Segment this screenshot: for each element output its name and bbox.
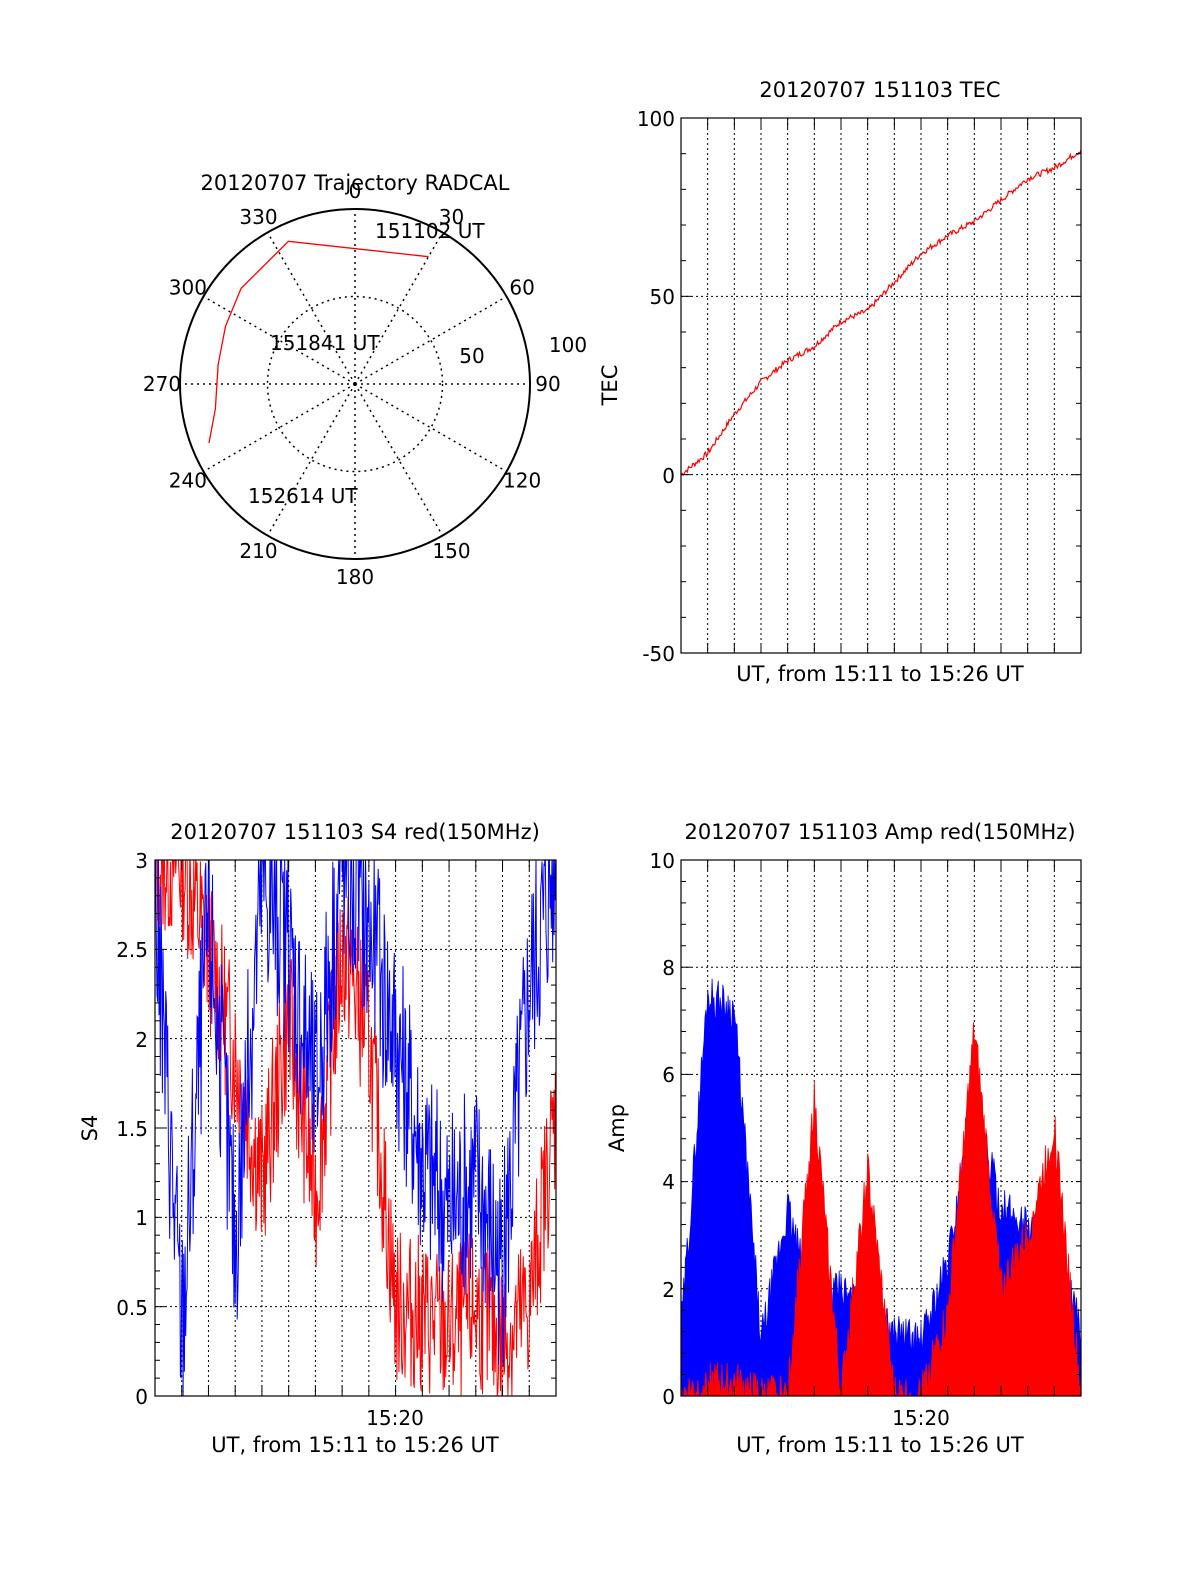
polar-angle-label-30: 30 <box>439 205 464 229</box>
amp-panel: 20120707 151103 Amp red(150MHz) 10 8 6 4… <box>605 820 1082 1457</box>
polar-grid <box>180 209 530 559</box>
polar-trajectory-plot: 20120707 Trajectory RADCAL 0 30 60 90 120 150… <box>143 171 587 589</box>
tec-plot-frame <box>680 117 1082 654</box>
polar-grid-spoke-150 <box>354 383 444 536</box>
tec-ylabel: TEC <box>598 365 622 407</box>
polar-angle-labels: 0 30 60 90 120 150 180 210 240 270 300 330 <box>143 179 561 589</box>
s4-ytick-3: 3 <box>135 849 148 873</box>
s4-line-blue <box>155 860 556 1396</box>
polar-angle-label-180: 180 <box>336 565 374 589</box>
amp-xtick-1520: 15:20 <box>892 1406 950 1430</box>
amp-title: 20120707 151103 Amp red(150MHz) <box>684 820 1075 844</box>
tec-ytick-0: 0 <box>662 464 675 488</box>
amp-ylabel: Amp <box>605 1104 629 1152</box>
amp-ytick-10: 10 <box>650 849 675 873</box>
polar-grid-spoke-30 <box>354 232 444 385</box>
s4-ytick-1-5: 1.5 <box>116 1117 148 1141</box>
polar-outer-ring <box>179 208 531 560</box>
amp-ytick-4: 4 <box>662 1170 675 1194</box>
s4-series <box>155 860 556 1396</box>
polar-trajectory-line <box>208 240 429 444</box>
tec-ytick-minus50: -50 <box>642 642 675 666</box>
polar-angle-label-210: 210 <box>239 539 277 563</box>
s4-title: 20120707 151103 S4 red(150MHz) <box>170 820 540 844</box>
tec-ticks <box>681 117 1081 654</box>
amp-series <box>680 978 1082 1398</box>
amp-ytick-6: 6 <box>662 1063 675 1087</box>
amp-plot-frame <box>680 859 1082 1397</box>
s4-xtick-1520: 15:20 <box>366 1406 424 1430</box>
amp-ytick-2: 2 <box>662 1278 675 1302</box>
polar-angle-label-120: 120 <box>503 469 541 493</box>
tec-title: 20120707 151103 TEC <box>759 78 1000 102</box>
polar-annotation-mid: 151841 UT <box>270 331 380 355</box>
s4-line-red <box>156 860 556 1396</box>
amp-ytick-8: 8 <box>662 956 675 980</box>
polar-radial-tick-50: 50 <box>459 344 484 368</box>
tec-ytick-50: 50 <box>650 285 675 309</box>
tec-panel: 20120707 151103 TEC 100 50 0 -50 UT, fro… <box>598 78 1082 686</box>
polar-angle-label-270: 270 <box>143 372 181 396</box>
polar-grid-spoke-120 <box>354 383 507 473</box>
polar-angle-label-0: 0 <box>349 179 362 203</box>
s4-ytick-2-5: 2.5 <box>116 938 148 962</box>
s4-panel: 20120707 151103 S4 red(150MHz) 3 2.5 2 1… <box>78 820 557 1457</box>
polar-grid-spoke-210 <box>266 383 356 536</box>
s4-ytick-2: 2 <box>135 1028 148 1052</box>
polar-grid-spoke-300 <box>203 295 356 385</box>
tec-xlabel: UT, from 15:11 to 15:26 UT <box>736 662 1024 686</box>
s4-ticks <box>155 859 556 1397</box>
tec-series <box>680 149 1082 477</box>
s4-ytick-0-5: 0.5 <box>116 1296 148 1320</box>
polar-grid-spoke-330 <box>266 232 356 385</box>
polar-trajectory-series <box>208 240 429 444</box>
polar-grid-ring-50 <box>266 295 444 473</box>
polar-radial-tick-100: 100 <box>549 333 587 357</box>
polar-angle-label-330: 330 <box>239 205 277 229</box>
tec-ytick-100: 100 <box>637 107 675 131</box>
polar-angle-label-240: 240 <box>169 469 207 493</box>
tec-grid <box>681 118 1081 653</box>
polar-annotation-end: 152614 UT <box>248 484 358 508</box>
tec-line <box>680 149 1082 477</box>
polar-angle-label-150: 150 <box>432 539 470 563</box>
s4-xlabel: UT, from 15:11 to 15:26 UT <box>211 1433 499 1457</box>
s4-ylabel: S4 <box>78 1115 102 1142</box>
polar-angle-label-300: 300 <box>169 276 207 300</box>
s4-ytick-0: 0 <box>135 1385 148 1409</box>
polar-annotation-start: 151102 UT <box>375 219 485 243</box>
polar-title: 20120707 Trajectory RADCAL <box>201 171 510 195</box>
amp-ytick-0: 0 <box>662 1385 675 1409</box>
amp-ticks <box>681 859 1081 1397</box>
s4-ytick-1: 1 <box>135 1206 148 1230</box>
amp-xlabel: UT, from 15:11 to 15:26 UT <box>736 1433 1024 1457</box>
amp-area-red <box>680 1022 1082 1398</box>
polar-grid-spoke-60 <box>354 295 507 385</box>
polar-angle-label-90: 90 <box>535 372 560 396</box>
polar-angle-label-60: 60 <box>509 276 534 300</box>
polar-grid-spoke-240 <box>203 383 356 473</box>
